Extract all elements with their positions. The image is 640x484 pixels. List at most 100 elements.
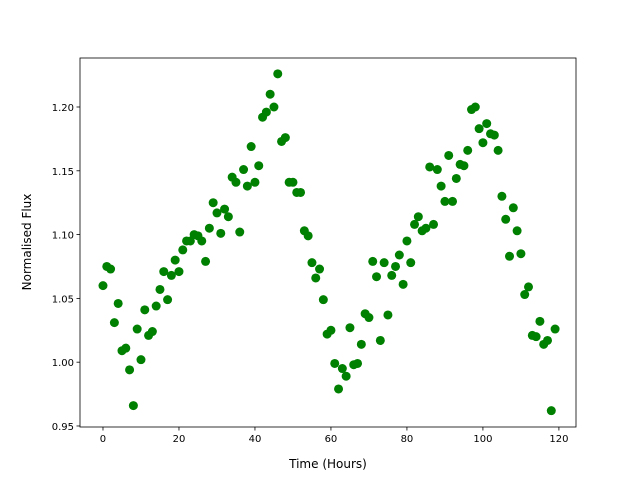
- data-point: [512, 226, 522, 236]
- data-point: [201, 256, 211, 266]
- data-point: [155, 284, 165, 294]
- data-point: [220, 204, 230, 214]
- data-point: [505, 251, 515, 261]
- data-point: [273, 69, 283, 79]
- data-point: [239, 165, 249, 175]
- data-point: [303, 231, 313, 241]
- y-axis-ticks: 0.95 1.00 1.05 1.10 1.15 1.20: [52, 103, 80, 433]
- data-point: [451, 173, 461, 183]
- data-point: [531, 332, 541, 342]
- data-point: [459, 161, 469, 171]
- data-point: [429, 219, 439, 229]
- data-point: [470, 102, 480, 112]
- data-point: [318, 295, 328, 305]
- data-point: [497, 191, 507, 201]
- data-point: [147, 327, 157, 337]
- data-point: [440, 196, 450, 206]
- data-point: [383, 310, 393, 320]
- y-tick-label: 0.95: [52, 422, 74, 433]
- y-axis-label: Normalised Flux: [20, 194, 34, 291]
- data-point: [326, 325, 336, 335]
- data-point: [406, 258, 416, 268]
- y-tick-label: 1.00: [52, 358, 74, 369]
- x-axis-ticks: 0 20 40 60 80 100 120: [100, 427, 568, 445]
- data-point: [368, 256, 378, 266]
- x-tick-label: 40: [249, 434, 262, 445]
- data-point: [375, 335, 385, 345]
- data-point: [508, 203, 518, 213]
- data-point: [280, 133, 290, 143]
- data-point: [231, 177, 241, 187]
- data-point: [242, 181, 252, 191]
- data-point: [246, 142, 256, 152]
- data-point: [197, 236, 207, 246]
- data-point: [296, 187, 306, 197]
- data-point: [315, 264, 325, 274]
- data-point: [307, 258, 317, 268]
- x-tick-label: 100: [473, 434, 492, 445]
- data-point: [98, 281, 108, 291]
- data-point: [113, 298, 123, 308]
- data-point: [425, 162, 435, 172]
- data-point: [136, 355, 146, 365]
- data-point: [535, 316, 545, 326]
- data-point: [356, 339, 366, 349]
- data-point: [482, 119, 492, 129]
- data-point: [125, 365, 135, 375]
- data-point: [341, 371, 351, 381]
- data-point: [432, 165, 442, 175]
- data-point: [261, 107, 271, 117]
- data-point: [265, 89, 275, 99]
- data-point: [391, 261, 401, 271]
- data-point: [235, 227, 245, 237]
- data-point: [474, 124, 484, 134]
- data-point: [330, 358, 340, 368]
- data-point: [163, 295, 173, 305]
- data-point: [337, 364, 347, 374]
- data-point: [524, 282, 534, 292]
- data-point: [311, 273, 321, 283]
- data-point: [288, 177, 298, 187]
- data-point: [345, 323, 355, 333]
- data-point: [166, 270, 176, 280]
- data-point: [106, 264, 116, 274]
- data-point: [208, 198, 218, 208]
- data-point: [140, 305, 150, 315]
- data-point: [353, 358, 363, 368]
- data-point: [493, 145, 503, 155]
- data-point: [109, 318, 119, 328]
- plot-frame: [79, 57, 577, 428]
- data-point: [204, 223, 214, 233]
- data-point: [398, 279, 408, 289]
- y-tick-label: 1.15: [52, 167, 74, 178]
- x-tick-label: 20: [173, 434, 186, 445]
- data-point: [501, 214, 511, 224]
- data-point: [334, 384, 344, 394]
- x-tick-label: 60: [325, 434, 338, 445]
- data-point: [170, 255, 180, 265]
- data-point: [516, 249, 526, 259]
- data-point: [436, 181, 446, 191]
- data-point: [387, 270, 397, 280]
- data-point: [269, 102, 279, 112]
- data-point: [463, 145, 473, 155]
- data-point: [489, 130, 499, 140]
- data-point: [216, 228, 226, 238]
- data-point: [421, 223, 431, 233]
- data-point: [394, 250, 404, 260]
- data-point: [132, 324, 142, 334]
- x-axis-label: Time (Hours): [288, 457, 367, 471]
- y-tick-label: 1.05: [52, 294, 74, 305]
- data-point: [212, 208, 222, 218]
- data-point: [364, 313, 374, 323]
- data-point: [550, 324, 560, 334]
- data-point: [410, 219, 420, 229]
- data-point: [151, 301, 161, 311]
- data-point: [372, 272, 382, 282]
- data-point: [121, 343, 131, 353]
- data-point: [543, 335, 553, 345]
- data-point: [379, 258, 389, 268]
- data-point: [520, 290, 530, 300]
- data-point: [478, 138, 488, 148]
